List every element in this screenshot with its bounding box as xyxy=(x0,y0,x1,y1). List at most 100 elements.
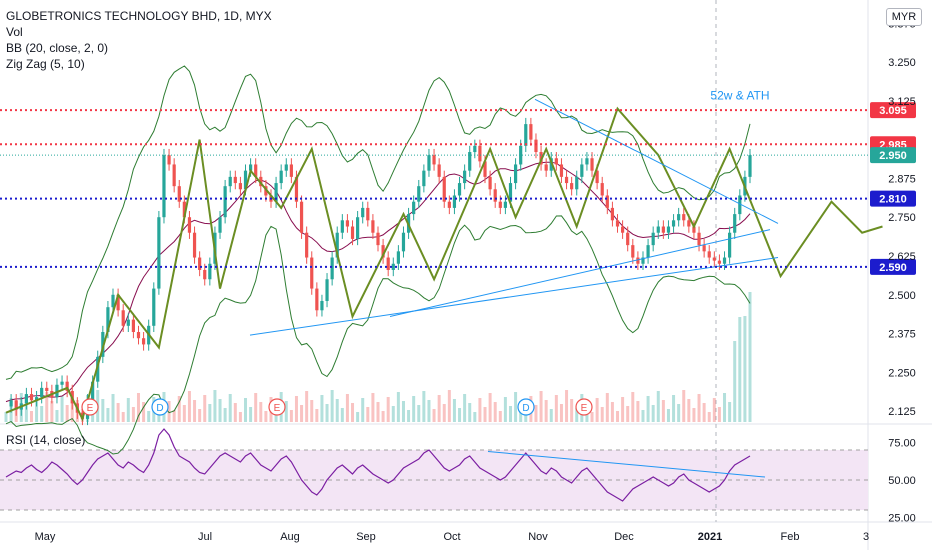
currency-badge[interactable]: MYR xyxy=(886,8,922,26)
rising-trendline xyxy=(389,229,771,317)
volume-bar xyxy=(692,408,696,422)
volume-bar xyxy=(366,407,370,422)
volume-bar xyxy=(167,401,171,422)
volume-bar xyxy=(106,408,110,422)
candle-body xyxy=(141,338,146,345)
volume-bar xyxy=(493,402,497,422)
candle-body xyxy=(243,170,248,190)
volume-bar xyxy=(641,410,645,422)
candle-body xyxy=(177,186,181,202)
candle-body xyxy=(131,319,135,333)
volume-bar xyxy=(473,412,477,422)
time-axis-tick: Jul xyxy=(198,531,212,543)
candle-body xyxy=(580,164,584,177)
volume-bar xyxy=(621,397,625,422)
volume-bar xyxy=(187,391,191,422)
price-tag-label: 2.950 xyxy=(879,150,907,162)
earnings-marker xyxy=(575,398,593,416)
candle-body xyxy=(692,226,696,233)
falling-trendline xyxy=(534,98,779,224)
volume-bar xyxy=(463,394,467,422)
volume-bar xyxy=(45,392,49,422)
candle-body xyxy=(381,245,385,258)
volume-bar xyxy=(325,404,329,422)
volume-indicator-label[interactable]: Vol xyxy=(6,25,23,39)
candle-body xyxy=(728,232,732,258)
price-axis-tick: 2.125 xyxy=(888,406,916,418)
volume-bar xyxy=(40,406,44,422)
volume-bar xyxy=(717,407,721,422)
candle-body xyxy=(24,394,28,404)
dividend-marker xyxy=(517,398,535,416)
volume-bar xyxy=(549,409,553,422)
volume-bar xyxy=(65,405,69,422)
candle-body xyxy=(396,251,400,264)
symbol-title[interactable]: GLOBETRONICS TECHNOLOGY BHD, 1D, MYX xyxy=(6,9,272,23)
time-axis-tick: 3 xyxy=(863,531,869,543)
candle-body xyxy=(299,201,304,233)
candle-body xyxy=(208,263,212,280)
annotation-52w-ath: 52w & ATH xyxy=(710,88,769,102)
candle-body xyxy=(712,257,716,261)
volume-bar xyxy=(437,395,441,422)
time-axis-tick: Aug xyxy=(280,531,300,543)
zigzag-line xyxy=(5,106,883,422)
candle-body xyxy=(371,220,375,233)
candle-body xyxy=(305,232,309,258)
volume-bar xyxy=(447,390,451,422)
volume-bar xyxy=(320,395,324,422)
volume-bar xyxy=(707,412,711,422)
volume-bar xyxy=(442,404,446,422)
volume-bar xyxy=(289,410,293,422)
chart-legend: GLOBETRONICS TECHNOLOGY BHD, 1D, MYX Vol… xyxy=(6,8,272,72)
volume-bar xyxy=(498,411,502,422)
volume-bar xyxy=(672,395,676,422)
candle-body xyxy=(386,257,390,270)
candle-body xyxy=(677,214,681,221)
time-axis-tick: Feb xyxy=(781,531,800,543)
volume-bar xyxy=(29,411,33,422)
candle-body xyxy=(60,381,64,385)
volume-bar xyxy=(213,390,217,422)
candle-body xyxy=(452,195,457,208)
candle-body xyxy=(284,164,288,171)
volume-bar xyxy=(116,403,120,422)
volume-bar xyxy=(539,391,543,422)
candle-body xyxy=(55,384,59,398)
candle-body xyxy=(254,164,258,177)
volume-bar xyxy=(626,406,630,422)
candle-body xyxy=(671,220,676,227)
candle-body xyxy=(340,220,344,233)
candle-body xyxy=(442,176,446,202)
candle-body xyxy=(361,207,365,218)
volume-bar xyxy=(386,397,390,422)
candle-body xyxy=(417,186,421,202)
volume-bar xyxy=(111,394,115,422)
candle-body xyxy=(172,164,176,187)
candle-body xyxy=(687,220,691,227)
bollinger-bands-label[interactable]: BB (20, close, 2, 0) xyxy=(6,41,109,55)
rsi-indicator-label[interactable]: RSI (14, close) xyxy=(6,433,86,447)
volume-bar xyxy=(345,394,349,422)
candle-body xyxy=(447,201,451,208)
price-tag-label: 3.095 xyxy=(879,105,907,117)
volume-bar xyxy=(508,406,512,422)
rsi-axis-tick: 25.00 xyxy=(888,513,916,525)
volume-bar xyxy=(396,392,400,422)
price-axis-tick: 2.375 xyxy=(888,329,916,341)
candle-body xyxy=(626,232,630,246)
volume-bar xyxy=(294,396,298,422)
volume-bar xyxy=(193,400,197,422)
earnings-marker xyxy=(268,398,286,416)
candle-body xyxy=(519,145,523,165)
zigzag-label[interactable]: Zig Zag (5, 10) xyxy=(6,57,85,71)
candle-body xyxy=(508,183,513,202)
volume-bar xyxy=(712,398,716,422)
rsi-axis-tick: 50.00 xyxy=(888,475,916,487)
candle-body xyxy=(315,288,319,311)
candle-body xyxy=(631,245,635,258)
price-tag xyxy=(870,102,916,119)
candle-body xyxy=(401,232,406,252)
